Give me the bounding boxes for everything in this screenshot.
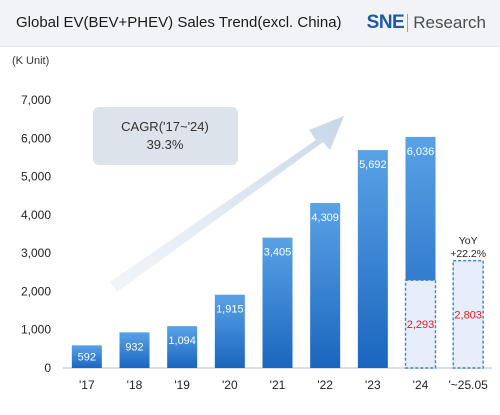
x-tick-label: '18 (127, 378, 143, 392)
bar (119, 332, 150, 368)
cagr-value: 39.3% (147, 137, 184, 152)
x-tick-label: '23 (365, 378, 381, 392)
bar (214, 294, 245, 368)
y-tick-label: 5,000 (21, 170, 51, 184)
bar-value-label: 3,405 (264, 247, 292, 259)
y-tick-label: 6,000 (21, 131, 51, 145)
bar-value-label: 4,309 (311, 212, 339, 224)
x-tick-label: '17 (79, 378, 95, 392)
cagr-title: CAGR('17~'24) (121, 119, 209, 134)
bar-value-label: 6,036 (407, 146, 435, 158)
unit-label: (K Unit) (12, 55, 50, 67)
partial-value-label: 2,803 (454, 309, 482, 321)
partial-bar (404, 279, 437, 369)
brand-logo-mark: SNE (366, 12, 405, 33)
y-tick-label: 4,000 (21, 208, 51, 222)
bar (310, 203, 341, 368)
partial-value-label: 2,293 (407, 319, 435, 331)
brand-logo: SNE Research (367, 10, 486, 36)
bar-value-label: 1,094 (168, 335, 196, 347)
cagr-callout (93, 107, 238, 165)
bar (357, 150, 388, 368)
x-tick-label: '~25.05 (449, 378, 489, 392)
title-bar: Global EV(BEV+PHEV) Sales Trend(excl. Ch… (0, 0, 500, 47)
x-tick-label: '22 (317, 378, 333, 392)
x-tick-label: '19 (174, 378, 190, 392)
bar (262, 237, 293, 368)
growth-arrow (110, 116, 344, 292)
bar-value-label: 1,915 (216, 304, 244, 316)
bar (71, 345, 102, 368)
bar-value-label: 5,692 (359, 159, 387, 171)
y-tick-label: 0 (44, 361, 51, 375)
partial-bar (452, 259, 484, 369)
bar (167, 326, 198, 368)
x-tick-label: '21 (270, 378, 286, 392)
y-tick-label: 2,000 (21, 284, 51, 298)
brand-name: Research (413, 13, 486, 32)
x-tick-label: '20 (222, 378, 238, 392)
bar-value-label: 592 (78, 352, 96, 364)
y-tick-label: 3,000 (21, 246, 51, 260)
yoy-value: +22.2% (450, 248, 486, 260)
bar-value-label: 932 (125, 341, 143, 353)
x-tick-label: '24 (413, 378, 429, 392)
brand-divider (407, 14, 409, 32)
y-tick-label: 1,000 (21, 323, 51, 337)
yoy-title: YoY (459, 235, 478, 247)
y-tick-label: 7,000 (21, 93, 51, 107)
chart-title: Global EV(BEV+PHEV) Sales Trend(excl. Ch… (16, 14, 342, 31)
